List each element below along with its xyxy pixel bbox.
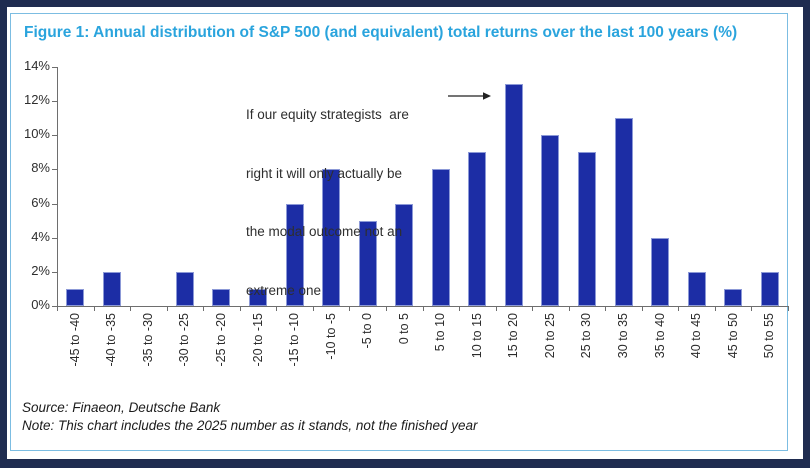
- x-axis-tick: [605, 307, 607, 311]
- y-tick-label: 8%: [31, 160, 50, 176]
- x-tick-label: 40 to 45: [689, 313, 704, 359]
- x-axis-tick: [751, 307, 753, 311]
- y-tick-label: 10%: [23, 126, 50, 142]
- x-axis-tick: [276, 307, 278, 311]
- x-axis-tick: [312, 307, 314, 311]
- annotation-text: If our equity strategists are right it w…: [246, 66, 471, 339]
- x-tick-label: -35 to -30: [140, 313, 155, 367]
- y-axis-tick: [52, 67, 57, 68]
- y-axis-line: [57, 67, 58, 306]
- x-axis-line: [57, 306, 789, 307]
- annotation-line: right it will only actually be: [246, 165, 403, 181]
- x-axis-tick: [568, 307, 570, 311]
- x-axis-tick: [641, 307, 643, 311]
- x-tick-label: -25 to -20: [213, 313, 228, 367]
- bar: [395, 203, 414, 306]
- x-axis-tick: [495, 307, 497, 311]
- bar: [651, 237, 670, 306]
- bar: [249, 288, 268, 306]
- figure-title: Figure 1: Annual distribution of S&P 500…: [24, 24, 738, 41]
- y-tick-label: 12%: [23, 92, 50, 108]
- note-line: Note: This chart includes the 2025 numbe…: [22, 417, 478, 433]
- y-axis-tick: [52, 306, 57, 307]
- bar: [66, 288, 85, 306]
- x-axis-tick: [57, 307, 58, 311]
- x-tick-label: 35 to 40: [652, 313, 667, 359]
- x-axis-tick: [93, 307, 95, 311]
- x-axis-tick: [459, 307, 461, 311]
- bar: [102, 271, 121, 306]
- x-axis-tick: [714, 307, 716, 311]
- bar: [212, 288, 231, 306]
- bar: [760, 271, 779, 306]
- bar: [285, 203, 304, 306]
- x-tick-label: 15 to 20: [506, 313, 521, 359]
- x-tick-label: -40 to -35: [104, 313, 119, 367]
- source-line: Source: Finaeon, Deutsche Bank: [22, 400, 221, 415]
- bar: [687, 271, 706, 306]
- x-axis-tick: [788, 307, 789, 311]
- x-tick-label: 25 to 30: [579, 313, 594, 359]
- x-axis-tick: [349, 307, 351, 311]
- x-axis-tick: [130, 307, 132, 311]
- x-axis-tick: [385, 307, 387, 311]
- bar: [431, 169, 450, 306]
- bar: [322, 169, 341, 306]
- annotation-line: If our equity strategists are: [246, 107, 409, 122]
- x-axis-tick: [203, 307, 205, 311]
- bar: [614, 118, 633, 306]
- x-tick-label: 45 to 50: [725, 313, 740, 359]
- x-axis-tick: [239, 307, 241, 311]
- x-axis-tick: [422, 307, 424, 311]
- y-axis-tick: [52, 203, 57, 205]
- x-axis-tick: [678, 307, 680, 311]
- y-axis-tick: [52, 169, 57, 171]
- x-tick-label: 30 to 35: [616, 313, 631, 359]
- x-tick-label: 10 to 15: [469, 313, 484, 359]
- y-axis-tick: [52, 271, 57, 273]
- y-tick-label: 4%: [31, 228, 50, 244]
- y-axis-tick: [52, 101, 57, 103]
- y-tick-label: 0%: [31, 297, 50, 312]
- x-tick-label: -30 to -25: [177, 313, 192, 367]
- bar: [468, 152, 487, 306]
- x-tick-label: 20 to 25: [542, 313, 557, 359]
- annotation-line: the modal outcome not an: [246, 224, 403, 239]
- bar: [541, 135, 560, 306]
- y-axis-tick: [52, 135, 57, 137]
- y-tick-label: 14%: [23, 58, 50, 73]
- y-axis-tick: [52, 237, 57, 239]
- y-tick-label: 6%: [31, 194, 50, 210]
- annotation-arrow-icon: [448, 92, 491, 100]
- x-axis-tick: [532, 307, 534, 311]
- footer: Source: Finaeon, Deutsche Bank Note: Thi…: [22, 399, 762, 434]
- x-axis-tick: [166, 307, 168, 311]
- annotation-line: extreme one: [246, 282, 322, 298]
- bar: [504, 84, 523, 306]
- bar: [724, 288, 743, 306]
- bar: [577, 152, 596, 306]
- x-tick-label: 50 to 55: [762, 313, 777, 359]
- x-tick-label: -45 to -40: [67, 313, 82, 367]
- bar: [358, 220, 377, 306]
- bar: [175, 271, 194, 306]
- y-tick-label: 2%: [31, 262, 50, 278]
